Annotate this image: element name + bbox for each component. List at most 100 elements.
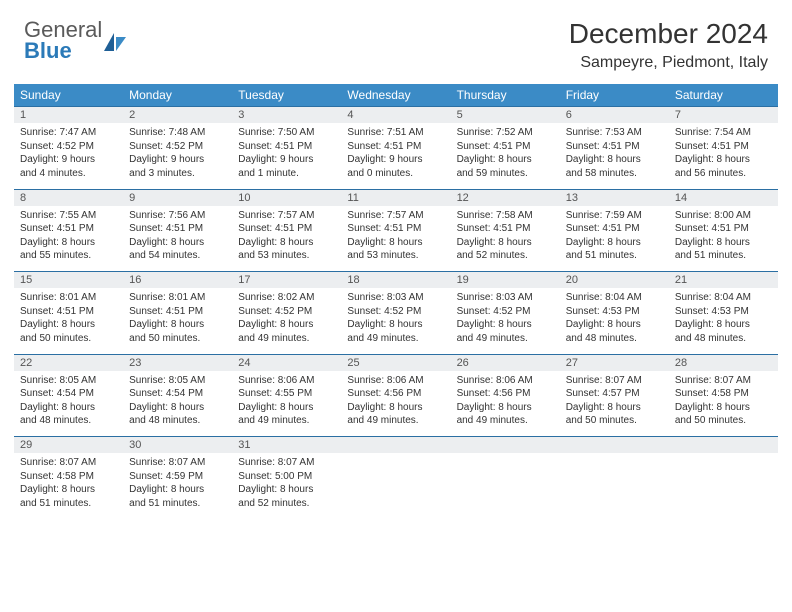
sunset-text: Sunset: 4:53 PM <box>566 305 663 319</box>
day-number: 19 <box>451 272 560 289</box>
sunset-text: Sunset: 4:51 PM <box>675 140 772 154</box>
day-cell: Sunrise: 8:03 AMSunset: 4:52 PMDaylight:… <box>341 288 450 354</box>
day-number: 22 <box>14 354 123 371</box>
sunset-text: Sunset: 4:56 PM <box>347 387 444 401</box>
day-number: 4 <box>341 107 450 124</box>
sunrise-text: Sunrise: 8:07 AM <box>566 374 663 388</box>
sunset-text: Sunset: 4:51 PM <box>457 140 554 154</box>
sunrise-text: Sunrise: 7:52 AM <box>457 126 554 140</box>
day-number <box>669 437 778 454</box>
day-cell: Sunrise: 8:06 AMSunset: 4:55 PMDaylight:… <box>232 371 341 437</box>
day1-text: Daylight: 8 hours <box>675 153 772 167</box>
sunset-text: Sunset: 4:51 PM <box>238 222 335 236</box>
calendar-body: 1234567Sunrise: 7:47 AMSunset: 4:52 PMDa… <box>14 107 778 520</box>
day2-text: and 53 minutes. <box>238 249 335 263</box>
sunrise-text: Sunrise: 8:07 AM <box>238 456 335 470</box>
location: Sampeyre, Piedmont, Italy <box>569 54 768 72</box>
sunrise-text: Sunrise: 7:47 AM <box>20 126 117 140</box>
day-cell: Sunrise: 8:05 AMSunset: 4:54 PMDaylight:… <box>14 371 123 437</box>
day-number <box>451 437 560 454</box>
sunrise-text: Sunrise: 8:07 AM <box>20 456 117 470</box>
day2-text: and 50 minutes. <box>566 414 663 428</box>
sunset-text: Sunset: 4:54 PM <box>129 387 226 401</box>
sunrise-text: Sunrise: 7:56 AM <box>129 209 226 223</box>
logo-text: General Blue <box>24 18 102 62</box>
day2-text: and 4 minutes. <box>20 167 117 181</box>
day-cell: Sunrise: 7:55 AMSunset: 4:51 PMDaylight:… <box>14 206 123 272</box>
day2-text: and 51 minutes. <box>20 497 117 511</box>
sunrise-text: Sunrise: 8:07 AM <box>129 456 226 470</box>
day2-text: and 54 minutes. <box>129 249 226 263</box>
day-cell: Sunrise: 7:52 AMSunset: 4:51 PMDaylight:… <box>451 123 560 189</box>
day-number-row: 891011121314 <box>14 189 778 206</box>
day-number: 3 <box>232 107 341 124</box>
day-number: 25 <box>341 354 450 371</box>
sunset-text: Sunset: 4:59 PM <box>129 470 226 484</box>
day1-text: Daylight: 8 hours <box>566 153 663 167</box>
sunset-text: Sunset: 4:53 PM <box>675 305 772 319</box>
day2-text: and 0 minutes. <box>347 167 444 181</box>
day-number: 31 <box>232 437 341 454</box>
day2-text: and 49 minutes. <box>347 332 444 346</box>
day-number: 14 <box>669 189 778 206</box>
sunset-text: Sunset: 4:52 PM <box>457 305 554 319</box>
sunset-text: Sunset: 4:51 PM <box>566 222 663 236</box>
weekday-header: Sunday <box>14 84 123 107</box>
calendar-table: Sunday Monday Tuesday Wednesday Thursday… <box>14 84 778 519</box>
day-cell: Sunrise: 7:57 AMSunset: 4:51 PMDaylight:… <box>341 206 450 272</box>
day-number: 11 <box>341 189 450 206</box>
day-cell: Sunrise: 8:07 AMSunset: 4:59 PMDaylight:… <box>123 453 232 519</box>
day-number: 24 <box>232 354 341 371</box>
day1-text: Daylight: 8 hours <box>457 318 554 332</box>
weekday-header: Saturday <box>669 84 778 107</box>
day2-text: and 1 minute. <box>238 167 335 181</box>
day-cell: Sunrise: 8:02 AMSunset: 4:52 PMDaylight:… <box>232 288 341 354</box>
day1-text: Daylight: 8 hours <box>457 236 554 250</box>
sunset-text: Sunset: 4:52 PM <box>129 140 226 154</box>
day1-text: Daylight: 8 hours <box>238 318 335 332</box>
sunrise-text: Sunrise: 7:59 AM <box>566 209 663 223</box>
day1-text: Daylight: 8 hours <box>238 236 335 250</box>
day-cell: Sunrise: 8:05 AMSunset: 4:54 PMDaylight:… <box>123 371 232 437</box>
day2-text: and 53 minutes. <box>347 249 444 263</box>
day-cell: Sunrise: 8:07 AMSunset: 5:00 PMDaylight:… <box>232 453 341 519</box>
sunrise-text: Sunrise: 8:04 AM <box>675 291 772 305</box>
day2-text: and 58 minutes. <box>566 167 663 181</box>
day1-text: Daylight: 8 hours <box>347 236 444 250</box>
day2-text: and 52 minutes. <box>457 249 554 263</box>
day-number: 16 <box>123 272 232 289</box>
logo-word-blue: Blue <box>24 39 102 62</box>
day-cell: Sunrise: 7:57 AMSunset: 4:51 PMDaylight:… <box>232 206 341 272</box>
day-cell: Sunrise: 8:00 AMSunset: 4:51 PMDaylight:… <box>669 206 778 272</box>
day1-text: Daylight: 8 hours <box>238 483 335 497</box>
sunset-text: Sunset: 4:57 PM <box>566 387 663 401</box>
sunrise-text: Sunrise: 8:07 AM <box>675 374 772 388</box>
day1-text: Daylight: 8 hours <box>675 236 772 250</box>
sunset-text: Sunset: 4:51 PM <box>675 222 772 236</box>
sunrise-text: Sunrise: 8:03 AM <box>347 291 444 305</box>
day-cell: Sunrise: 7:47 AMSunset: 4:52 PMDaylight:… <box>14 123 123 189</box>
day1-text: Daylight: 8 hours <box>566 236 663 250</box>
day-number: 5 <box>451 107 560 124</box>
day-number: 30 <box>123 437 232 454</box>
day2-text: and 55 minutes. <box>20 249 117 263</box>
day-cell: Sunrise: 8:04 AMSunset: 4:53 PMDaylight:… <box>669 288 778 354</box>
weekday-header: Monday <box>123 84 232 107</box>
day1-text: Daylight: 8 hours <box>129 401 226 415</box>
day-cell: Sunrise: 8:01 AMSunset: 4:51 PMDaylight:… <box>123 288 232 354</box>
day-number: 20 <box>560 272 669 289</box>
sunset-text: Sunset: 4:51 PM <box>347 222 444 236</box>
day1-text: Daylight: 8 hours <box>675 318 772 332</box>
day2-text: and 48 minutes. <box>20 414 117 428</box>
day2-text: and 48 minutes. <box>675 332 772 346</box>
sunset-text: Sunset: 4:51 PM <box>457 222 554 236</box>
logo: General Blue <box>24 18 128 62</box>
day-cell: Sunrise: 8:01 AMSunset: 4:51 PMDaylight:… <box>14 288 123 354</box>
sunset-text: Sunset: 4:58 PM <box>675 387 772 401</box>
day2-text: and 56 minutes. <box>675 167 772 181</box>
sunset-text: Sunset: 5:00 PM <box>238 470 335 484</box>
day1-text: Daylight: 8 hours <box>566 318 663 332</box>
day-number: 27 <box>560 354 669 371</box>
sunrise-text: Sunrise: 7:50 AM <box>238 126 335 140</box>
day-cell: Sunrise: 7:58 AMSunset: 4:51 PMDaylight:… <box>451 206 560 272</box>
